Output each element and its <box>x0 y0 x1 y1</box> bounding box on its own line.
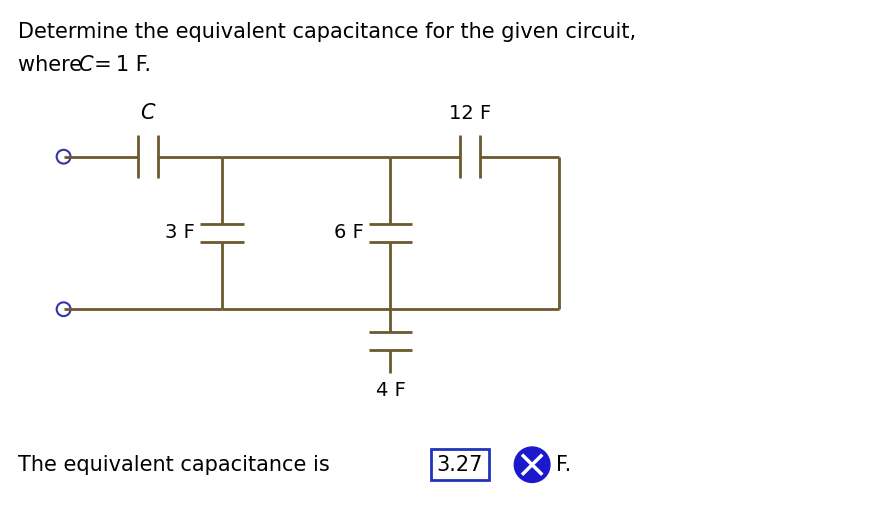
Text: C: C <box>140 103 155 123</box>
FancyBboxPatch shape <box>431 449 488 481</box>
Text: 3.27: 3.27 <box>436 454 483 475</box>
Text: F.: F. <box>556 454 571 475</box>
Text: where: where <box>18 55 89 75</box>
Text: Determine the equivalent capacitance for the given circuit,: Determine the equivalent capacitance for… <box>18 22 636 42</box>
Text: C: C <box>79 55 93 75</box>
Text: 3 F: 3 F <box>165 223 195 243</box>
Text: 12 F: 12 F <box>449 104 491 123</box>
Text: 6 F: 6 F <box>334 223 364 243</box>
Text: The equivalent capacitance is: The equivalent capacitance is <box>18 454 329 475</box>
Circle shape <box>514 447 550 482</box>
Text: 4 F: 4 F <box>375 381 405 400</box>
Text: = 1 F.: = 1 F. <box>90 55 151 75</box>
